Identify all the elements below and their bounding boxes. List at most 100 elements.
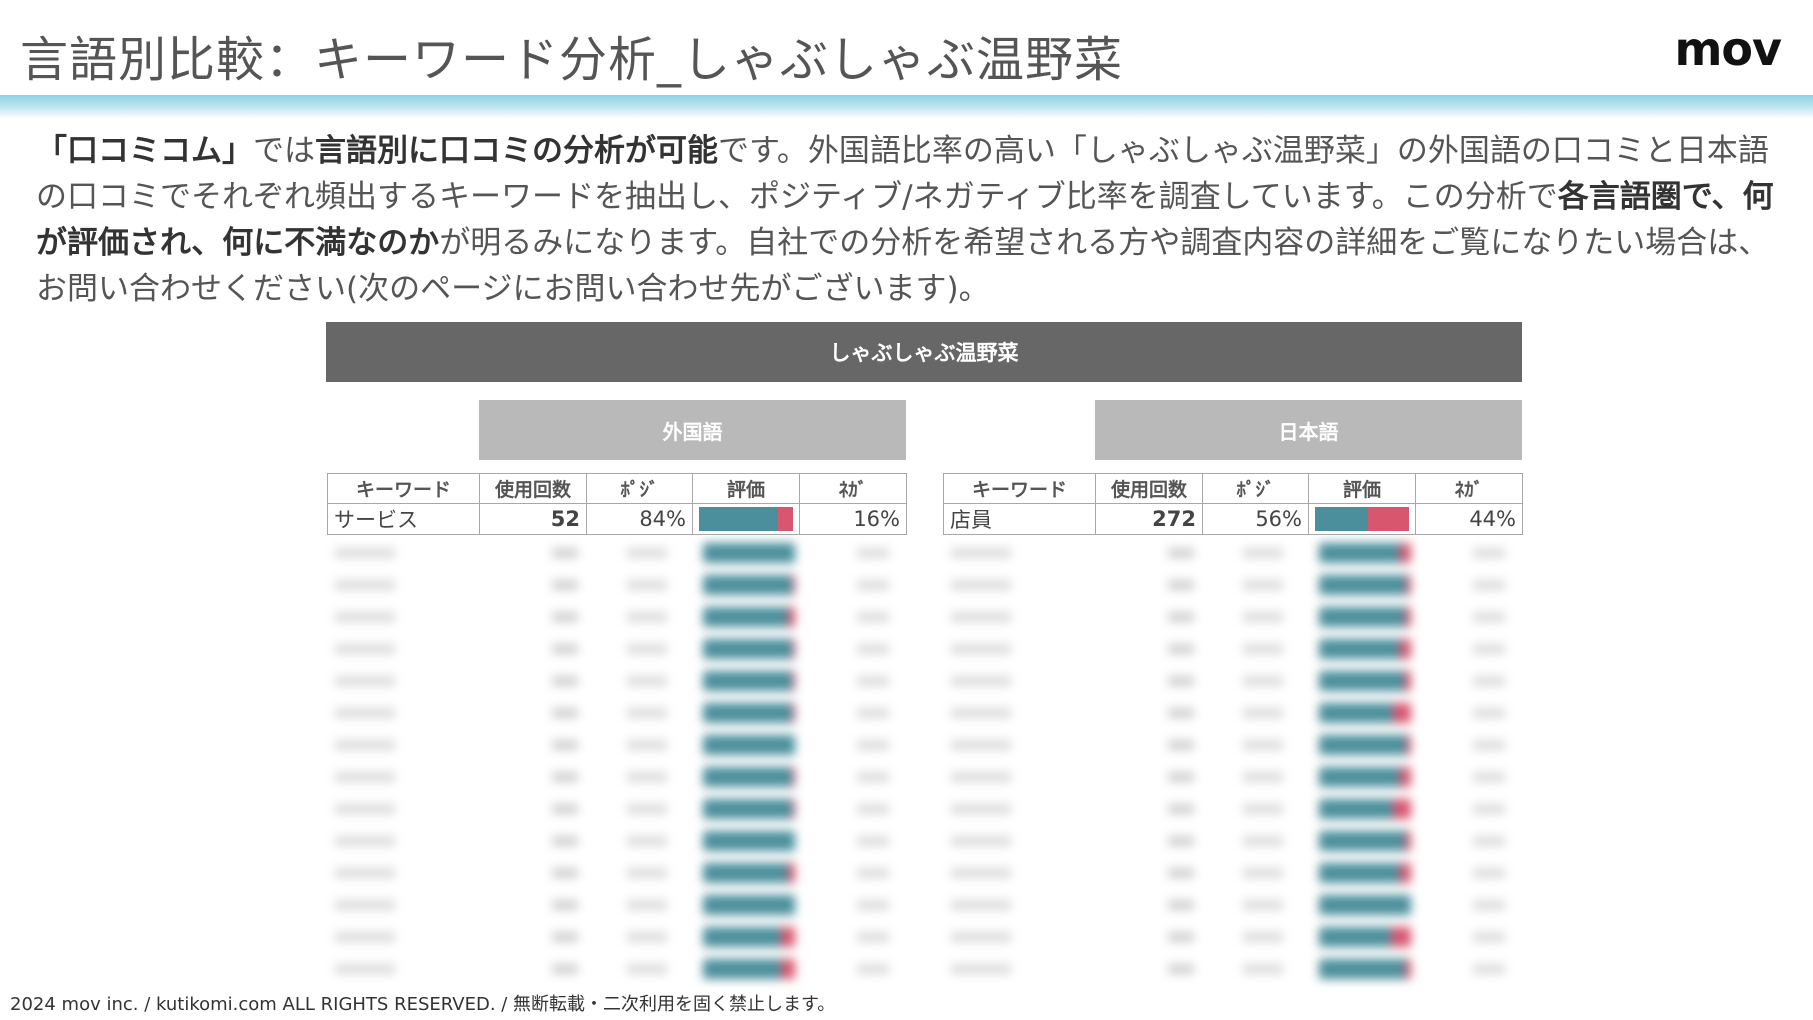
blurred-row <box>327 793 906 825</box>
intro-paragraph: 「口コミコム」では言語別に口コミの分析が可能です。外国語比率の高い「しゃぶしゃぶ… <box>36 128 1776 312</box>
positive-bar-segment <box>1319 575 1407 595</box>
positive-bar-segment <box>1319 799 1393 819</box>
positive-bar-segment <box>703 895 795 915</box>
blurred-positive <box>627 580 667 590</box>
positive-bar-segment <box>1319 735 1407 755</box>
blurred-count <box>1168 836 1194 846</box>
blurred-positive <box>627 964 667 974</box>
negative-bar-segment <box>792 639 795 659</box>
blurred-positive <box>627 548 667 558</box>
blurred-rating-bar <box>703 639 795 659</box>
blurred-rating-bar <box>703 607 795 627</box>
negative-pct-cell: 44% <box>1415 503 1523 535</box>
blurred-positive <box>627 612 667 622</box>
blurred-negative <box>857 772 889 782</box>
blurred-keyword <box>951 932 1011 942</box>
blurred-row <box>327 569 906 601</box>
positive-bar-segment <box>703 799 793 819</box>
positive-bar-segment <box>703 927 782 947</box>
positive-bar-segment <box>703 607 788 627</box>
rating-bar-cell <box>692 503 800 535</box>
blurred-negative <box>1473 708 1505 718</box>
blurred-count <box>552 932 578 942</box>
positive-bar-segment <box>703 959 782 979</box>
negative-bar-segment <box>787 607 795 627</box>
blurred-negative <box>1473 932 1505 942</box>
intro-emphasis-2: 各言語圏で、何が評価され、何に不満なのか <box>36 179 1774 261</box>
negative-bar-segment <box>792 767 795 787</box>
blurred-row <box>943 761 1522 793</box>
positive-bar-segment <box>703 543 795 563</box>
blurred-keyword <box>951 676 1011 686</box>
intro-text-3: が明るみになります。自社での分析を希望される方や調査内容の詳細をご覧になりたい場… <box>36 225 1770 307</box>
blurred-count <box>1168 644 1194 654</box>
blurred-rating-bar <box>703 895 795 915</box>
blurred-keyword <box>335 708 395 718</box>
blurred-negative <box>857 868 889 878</box>
blurred-rating-bar <box>1319 607 1411 627</box>
blurred-positive <box>1243 644 1283 654</box>
blurred-keyword <box>335 836 395 846</box>
blurred-count <box>1168 772 1194 782</box>
blurred-keyword <box>335 548 395 558</box>
blurred-negative <box>1473 740 1505 750</box>
blurred-row <box>327 697 906 729</box>
blurred-row <box>327 889 906 921</box>
positive-bar-segment <box>1315 507 1368 531</box>
blurred-negative <box>857 644 889 654</box>
positive-bar-segment <box>703 575 793 595</box>
blurred-negative <box>857 676 889 686</box>
blurred-negative <box>857 740 889 750</box>
blurred-negative <box>857 964 889 974</box>
blurred-rating-bar <box>1319 799 1411 819</box>
blurred-count <box>1168 932 1194 942</box>
blurred-rating-bar <box>1319 575 1411 595</box>
blurred-keyword <box>335 868 395 878</box>
blurred-rating-bar <box>703 799 795 819</box>
blurred-count <box>552 964 578 974</box>
blurred-rating-bar <box>703 703 795 723</box>
negative-bar-segment <box>1404 959 1411 979</box>
blurred-row <box>327 921 906 953</box>
blurred-negative <box>1473 964 1505 974</box>
positive-bar-segment <box>1319 639 1400 659</box>
blurred-count <box>552 740 578 750</box>
table-row: 店員 272 56% 44% <box>943 503 1523 535</box>
negative-bar-segment <box>1404 831 1411 851</box>
positive-bar-segment <box>1319 607 1405 627</box>
blurred-row <box>943 633 1522 665</box>
positive-bar-segment <box>1319 703 1393 723</box>
rating-bar <box>1315 507 1409 531</box>
blurred-negative <box>1473 900 1505 910</box>
blurred-count <box>552 548 578 558</box>
blurred-positive <box>1243 740 1283 750</box>
foreign-language-header: 外国語 <box>479 400 906 460</box>
intro-text-2: です。外国語比率の高い「しゃぶしゃぶ温野菜」の外国語の口コミと日本語の口コミでそ… <box>36 133 1769 215</box>
negative-bar-segment <box>777 507 793 531</box>
col-rating: 評価 <box>692 473 800 504</box>
blurred-positive <box>627 740 667 750</box>
foreign-keyword-table: キーワード 使用回数 ﾎﾟｼﾞ 評価 ﾈｶﾞ サービス 52 84% 16% <box>327 473 907 535</box>
blurred-keyword <box>951 708 1011 718</box>
blurred-keyword <box>335 580 395 590</box>
blurred-positive <box>627 804 667 814</box>
blurred-count <box>552 612 578 622</box>
blurred-count <box>552 644 578 654</box>
positive-bar-segment <box>703 863 788 883</box>
blurred-negative <box>857 708 889 718</box>
negative-bar-segment <box>1399 767 1411 787</box>
blurred-keyword <box>335 772 395 782</box>
blurred-count <box>552 580 578 590</box>
blurred-row <box>943 665 1522 697</box>
blurred-negative <box>1473 548 1505 558</box>
blurred-row <box>943 889 1522 921</box>
blurred-negative <box>857 836 889 846</box>
blurred-positive <box>1243 836 1283 846</box>
intro-service-name: 「口コミコム」 <box>36 133 253 169</box>
blurred-count <box>552 804 578 814</box>
blurred-keyword <box>335 804 395 814</box>
blurred-negative <box>1473 772 1505 782</box>
blurred-rating-bar <box>703 543 795 563</box>
blurred-keyword <box>951 836 1011 846</box>
blurred-positive <box>627 932 667 942</box>
